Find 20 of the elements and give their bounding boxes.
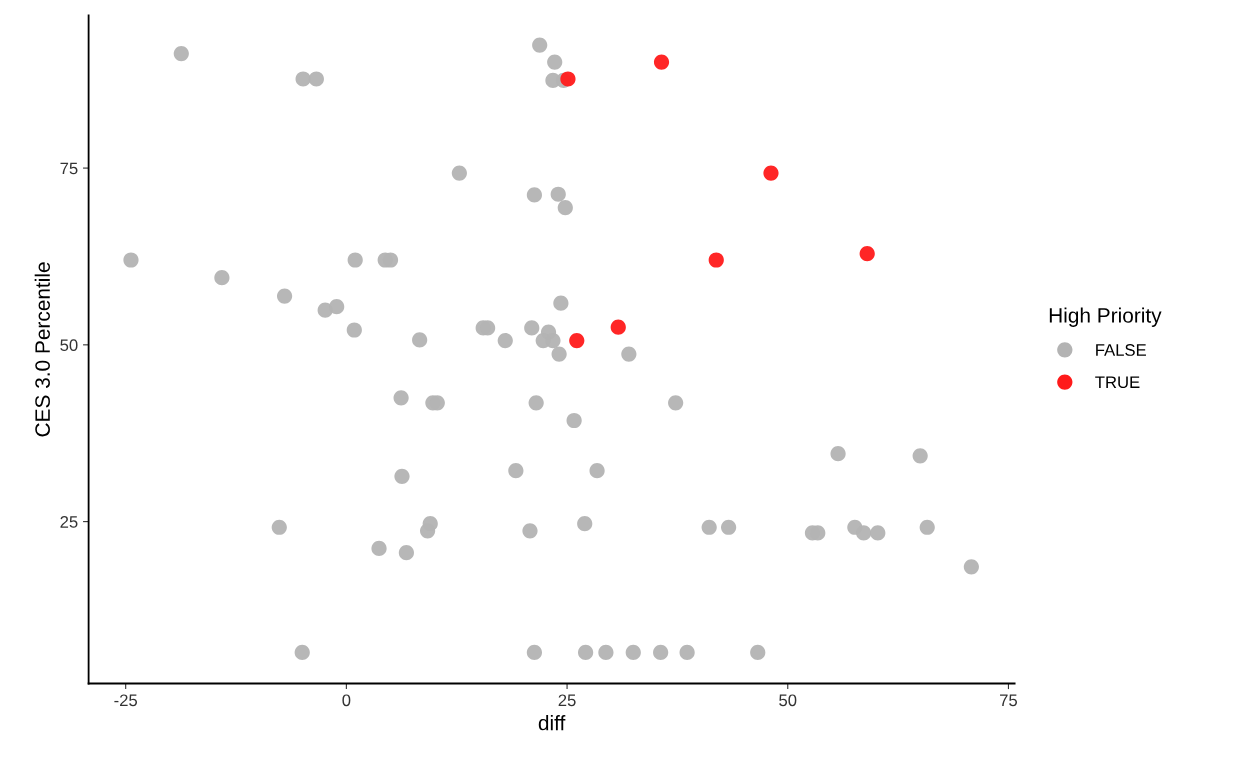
x-tick-label: 50 [779,694,797,707]
legend-label: TRUE [1095,376,1140,389]
x-tick-label: 0 [342,694,351,707]
x-tick-label: 75 [1000,694,1018,707]
point [569,332,585,349]
point [653,54,670,70]
y-axis-title: CES 3.0 Percentile [34,262,50,437]
legend-label: FALSE [1096,344,1146,356]
y-tick-label: 50 [60,339,78,352]
point [610,319,626,335]
point [763,165,779,181]
x-tick-label: -25 [114,694,138,707]
x-axis-title: diff [538,715,566,731]
y-tick-label: 25 [60,516,78,528]
legend-title: High Priority [1049,307,1162,327]
y-tick-label: 75 [60,162,78,175]
point [859,246,875,262]
point [708,252,724,268]
point [560,71,576,87]
x-tick-label: 25 [558,694,576,707]
